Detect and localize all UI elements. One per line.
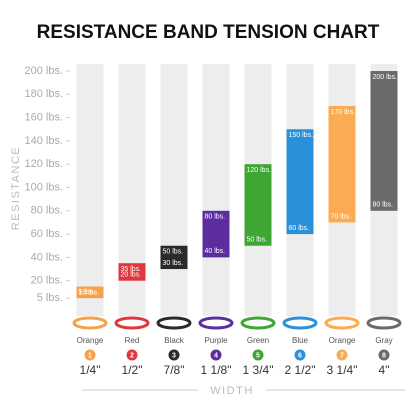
low-label: 5 lbs. <box>79 289 96 296</box>
width-label: 1 1/8" <box>201 363 232 377</box>
band-icon <box>282 316 318 330</box>
range-bar <box>370 71 398 211</box>
badge <box>378 349 390 361</box>
width-label: 1 3/4" <box>243 363 274 377</box>
high-label: 150 lbs. <box>289 132 314 139</box>
width-label: 1/2" <box>122 363 143 377</box>
y-tick-label: 160 lbs. <box>24 112 63 124</box>
column-track <box>202 64 230 316</box>
band-icon <box>240 316 276 330</box>
badge <box>168 349 180 361</box>
width-label: 7/8" <box>164 363 185 377</box>
range-bar <box>160 245 188 270</box>
category-label: Blue <box>292 336 309 345</box>
y-axis-label: RESISTANCE <box>10 146 22 230</box>
band-icon <box>324 316 360 330</box>
badge-number: 5 <box>256 352 260 359</box>
category-label: Purple <box>204 336 228 345</box>
y-tick-label: 140 lbs. <box>24 135 63 147</box>
badge <box>126 349 138 361</box>
high-label: 15 lbs. <box>79 289 100 296</box>
width-label: 4" <box>379 363 390 377</box>
y-tick-label: 100 lbs. <box>24 181 63 193</box>
badge <box>294 349 306 361</box>
band-icon <box>156 316 192 330</box>
range-bar <box>202 210 230 258</box>
band-icon <box>72 316 108 330</box>
y-tick-label: 20 lbs. <box>31 275 63 287</box>
y-tick-label: 40 lbs. <box>31 251 63 263</box>
low-label: 40 lbs. <box>205 248 226 255</box>
range-bar <box>118 263 146 281</box>
band-icon <box>366 316 402 330</box>
range-bar <box>328 105 356 223</box>
category-label: Gray <box>375 336 392 345</box>
range-bar <box>244 164 272 246</box>
badge-number: 1 <box>88 352 92 359</box>
band-icon <box>114 316 150 330</box>
badge <box>252 349 264 361</box>
badge <box>210 349 222 361</box>
y-tick-label: 200 lbs. <box>24 65 63 77</box>
badge-number: 4 <box>214 352 218 359</box>
x-axis-label: WIDTH <box>210 385 254 397</box>
high-label: 35 lbs. <box>121 266 142 273</box>
badge-number: 3 <box>172 352 176 359</box>
y-tick-label: 80 lbs. <box>31 205 63 217</box>
y-tick-label: 60 lbs. <box>31 228 63 240</box>
y-tick-label: 120 lbs. <box>24 158 63 170</box>
badge-number: 8 <box>382 352 386 359</box>
category-label: Green <box>247 336 269 345</box>
high-label: 200 lbs. <box>373 74 398 81</box>
range-bar <box>286 129 314 235</box>
y-tick-label: 5 lbs. <box>37 292 63 304</box>
badge <box>336 349 348 361</box>
high-label: 80 lbs. <box>205 214 226 221</box>
column-track <box>160 64 188 316</box>
high-label: 170 lbs. <box>331 109 356 116</box>
low-label: 50 lbs. <box>247 237 268 244</box>
low-label: 30 lbs. <box>163 260 184 267</box>
range-bar <box>76 286 104 299</box>
badge-number: 2 <box>130 352 134 359</box>
low-label: 80 lbs. <box>373 202 394 209</box>
category-label: Orange <box>77 336 104 345</box>
y-tick-label: 180 lbs. <box>24 88 63 100</box>
low-label: 20 lbs. <box>121 272 142 279</box>
category-label: Red <box>125 336 140 345</box>
column-track <box>76 64 104 316</box>
low-label: 70 lbs. <box>331 213 352 220</box>
width-label: 2 1/2" <box>285 363 316 377</box>
badge-number: 6 <box>298 352 302 359</box>
category-label: Black <box>164 336 185 345</box>
badge-number: 7 <box>340 352 344 359</box>
band-icon <box>198 316 234 330</box>
category-label: Orange <box>329 336 356 345</box>
low-label: 60 lbs. <box>289 225 310 232</box>
high-label: 50 lbs. <box>163 249 184 256</box>
width-label: 3 1/4" <box>327 363 358 377</box>
chart-title: RESISTANCE BAND TENSION CHART <box>37 22 380 43</box>
width-label: 1/4" <box>80 363 101 377</box>
high-label: 120 lbs. <box>247 167 272 174</box>
badge <box>84 349 96 361</box>
